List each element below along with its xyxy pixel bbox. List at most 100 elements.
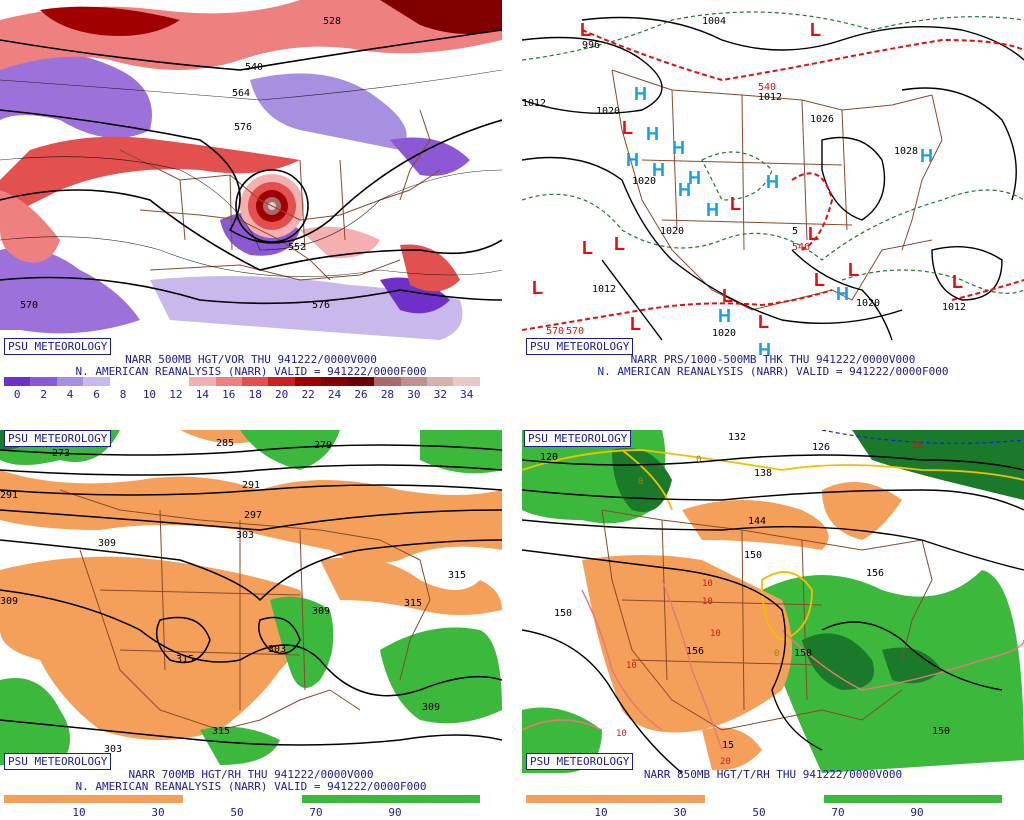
temp-label: 10 (616, 729, 627, 739)
isobar-label: 996 (582, 40, 600, 51)
temp-label: 10 (702, 597, 713, 607)
contour-label: 279 (314, 440, 332, 451)
scale-swatch (400, 377, 427, 386)
map-title: NARR PRS/1000-500MB THK THU 941222/0000V… (630, 353, 916, 366)
panel-700mb-rh: 267 273 285 279 291 297 303 309 309 315 … (0, 410, 502, 819)
svg-text:H: H (688, 168, 701, 188)
psu-meteorology-badge: PSU METEOROLOGY (4, 753, 112, 770)
temp-label: 10 (702, 579, 713, 589)
temp-label: -10 (906, 441, 922, 451)
map-title: NARR 850MB HGT/T/RH THU 941222/0000V000 (643, 768, 903, 781)
psu-meteorology-badge: PSU METEOROLOGY (524, 430, 632, 447)
map-subtitle: N. AMERICAN REANALYSIS (NARR) VALID = 94… (75, 780, 427, 793)
contour-label: 156 (686, 646, 704, 657)
contour-label: 540 (245, 62, 263, 73)
contour-label: 309 (98, 538, 116, 549)
svg-text:L: L (614, 234, 625, 254)
contour-label: 144 (748, 516, 766, 527)
svg-text:L: L (622, 118, 633, 138)
isobar-label: 1012 (758, 92, 782, 103)
scale-label: 20 (275, 388, 289, 401)
contour-label: 528 (323, 16, 341, 27)
svg-text:L: L (758, 312, 769, 332)
rh-scale-labels: 10 30 50 70 90 (594, 806, 924, 819)
rh850-map: 120 132 126 138 144 150 150 156 156 150 … (522, 430, 1024, 773)
scale-swatch (268, 377, 295, 386)
map-subtitle: N. AMERICAN REANALYSIS (NARR) VALID = 94… (597, 365, 949, 378)
svg-text:L: L (722, 286, 733, 306)
scale-label: 2 (40, 388, 47, 401)
svg-text:H: H (766, 172, 779, 192)
rh-color-scale (4, 795, 480, 803)
contour-label: 120 (540, 452, 558, 463)
isobar-label: 1020 (596, 106, 620, 117)
contour-label: 309 (0, 596, 18, 607)
isobar-label: 1020 (660, 226, 684, 237)
scale-swatch (162, 377, 190, 386)
svg-text:H: H (634, 84, 647, 104)
isobar-label: 1020 (856, 298, 880, 309)
svg-text:L: L (580, 20, 591, 40)
scale-swatch (109, 377, 137, 386)
scale-label: 22 (301, 388, 315, 401)
contour-label: 297 (244, 510, 262, 521)
isobar-label: 1004 (702, 16, 726, 27)
psu-meteorology-badge: PSU METEOROLOGY (526, 338, 634, 355)
map-subtitle: N. AMERICAN REANALYSIS (NARR) VALID = 94… (75, 365, 427, 378)
svg-text:L: L (532, 278, 543, 298)
vorticity-map: 528 540 564 576 552 570 576 (0, 0, 502, 355)
svg-text:L: L (952, 272, 963, 292)
temp-label: 0 (774, 649, 779, 659)
scale-swatch (241, 377, 269, 386)
map-title: NARR 700MB HGT/RH THU 941222/0000V000 (128, 768, 374, 781)
isobar-label: 1026 (810, 114, 834, 125)
thickness-label: 570 (566, 326, 584, 337)
scale-label: 34 (460, 388, 474, 401)
scale-swatch (453, 377, 480, 386)
isobar-label: 1012 (942, 302, 966, 313)
rh-scale-labels: 10 30 50 70 90 (72, 806, 402, 819)
contour-label: 291 (0, 490, 18, 501)
svg-text:H: H (706, 200, 719, 220)
svg-text:H: H (652, 160, 665, 180)
scale-swatch (83, 377, 110, 386)
psu-meteorology-badge: PSU METEOROLOGY (4, 430, 112, 447)
contour-label: 138 (754, 468, 772, 479)
svg-text:H: H (626, 150, 639, 170)
scale-label: 8 (119, 388, 127, 401)
isobar-label: 1012 (522, 98, 546, 109)
psu-meteorology-badge: PSU METEOROLOGY (4, 338, 112, 355)
contour-label: 126 (812, 442, 830, 453)
panel-pressure-thickness: L L L L L L L L L L L L L L H H H H H H (522, 0, 1024, 409)
temp-label: 0 (696, 455, 701, 465)
rh700-map: 267 273 285 279 291 297 303 309 309 315 … (0, 430, 502, 765)
svg-text:H: H (758, 340, 771, 355)
contour-label: 315 (212, 726, 230, 737)
scale-swatch (30, 377, 57, 386)
contour-label: 132 (728, 432, 746, 443)
contour-label: 273 (52, 448, 70, 459)
panel-500mb-vorticity: 528 540 564 576 552 570 576 PSU METEOROL… (0, 0, 502, 409)
scale-label: 6 (93, 388, 100, 401)
scale-swatch (427, 377, 454, 386)
temp-label: 10 (710, 629, 721, 639)
temp-label: 10 (626, 661, 637, 671)
psu-meteorology-badge: PSU METEOROLOGY (526, 753, 634, 770)
pressure-thickness-map: L L L L L L L L L L L L L L H H H H H H (522, 0, 1024, 355)
map-title: NARR 500MB HGT/VOR THU 941222/0000V000 (125, 353, 377, 366)
scale-label: 18 (248, 388, 262, 401)
contour-label: 150 (554, 608, 572, 619)
scale-label: 0 (13, 388, 21, 401)
svg-text:H: H (672, 138, 685, 158)
svg-text:H: H (920, 146, 933, 166)
isobar-label: 1028 (894, 146, 918, 157)
thickness-label: 546 (792, 242, 810, 253)
scale-label: 30 (407, 388, 421, 401)
thickness-label: 540 (758, 82, 776, 93)
scale-label: 14 (195, 388, 209, 401)
svg-text:H: H (646, 124, 659, 144)
svg-text:L: L (810, 20, 821, 40)
svg-text:H: H (678, 180, 691, 200)
contour-label: 570 (20, 300, 38, 311)
contour-label: 285 (216, 438, 234, 449)
